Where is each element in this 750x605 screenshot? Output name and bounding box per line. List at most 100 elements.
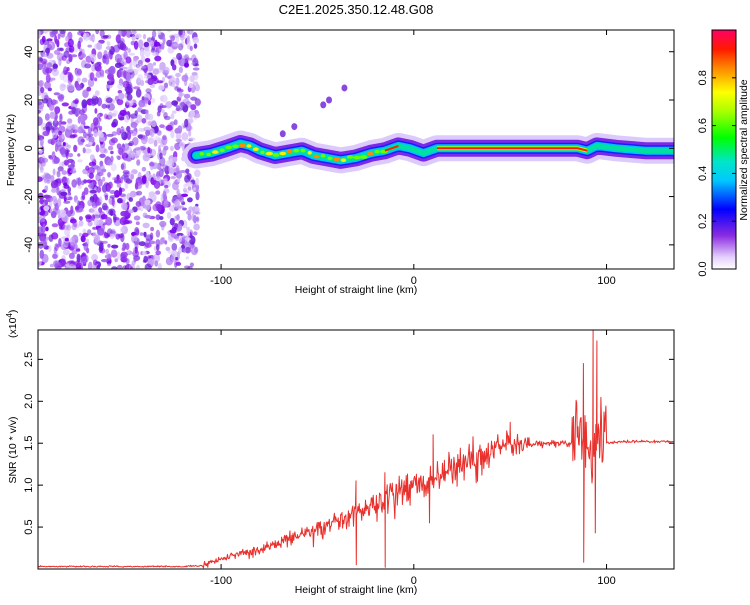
spectrogram-noise-blob xyxy=(139,48,145,58)
spectrogram-noise-blob xyxy=(191,62,196,66)
spectrogram-noise-blob xyxy=(144,98,150,104)
spectrogram-noise-blob xyxy=(90,35,94,41)
spectrogram-noise-blob xyxy=(173,200,180,210)
spectrogram-noise-blob xyxy=(134,33,142,39)
spectrogram-noise-blob xyxy=(110,249,118,258)
spectrogram-noise-blob xyxy=(60,191,68,196)
colorbar-tick-label: 0.6 xyxy=(697,118,709,133)
spectrogram-noise-blob xyxy=(119,176,123,184)
spectrogram-ridge-patch xyxy=(307,151,312,155)
spectrogram-noise-blob xyxy=(194,211,201,215)
spectrogram-noise-blob xyxy=(108,181,113,189)
spectrogram-noise-blob xyxy=(116,143,122,150)
spectrogram-noise-blob xyxy=(110,155,114,163)
spectrogram-noise-blob xyxy=(87,167,95,174)
spectrogram-noise-blob xyxy=(133,254,137,263)
colorbar-ticks: 0.0 0.2 0.4 0.6 0.8 xyxy=(697,70,736,277)
spectrogram-noise-blob xyxy=(93,217,100,227)
spectrogram-noise-blob xyxy=(188,137,196,141)
spectrogram-noise-blob xyxy=(179,101,186,111)
spectrogram-noise-blob xyxy=(135,264,141,269)
spectrogram-noise-blob xyxy=(186,35,190,43)
spectrogram-noise-blob xyxy=(111,244,119,249)
spectrogram-noise-blob xyxy=(80,256,88,265)
spectrogram-ridge-patch xyxy=(320,154,326,158)
spectrogram-noise-blob xyxy=(183,93,191,99)
spectrogram-noise-blob xyxy=(144,199,151,206)
spectrogram-noise-blob xyxy=(44,185,49,192)
spectrogram-noise-blob xyxy=(121,174,129,180)
spectrogram-noise-blob xyxy=(164,240,168,245)
spectrogram-noise-blob xyxy=(52,168,56,176)
spectrogram-noise-blob xyxy=(52,68,59,76)
spectrogram-noise-blob xyxy=(83,187,89,196)
spectrogram-noise-blob xyxy=(71,106,77,115)
spectrogram-noise-blob xyxy=(68,252,75,259)
spectrogram-noise-blob xyxy=(128,197,133,202)
spectrogram-noise-blob xyxy=(173,167,180,174)
spectrogram-noise-blob xyxy=(95,71,102,78)
spectrogram-noise-blob xyxy=(51,223,59,228)
spectrogram-noise-blob xyxy=(159,61,166,71)
spectrogram-noise-blob xyxy=(54,260,59,269)
colorbar-gradient xyxy=(711,29,737,270)
spectrogram-noise-blob xyxy=(50,175,55,183)
spectrogram-noise-blob xyxy=(104,254,112,259)
spectrogram-ridge-patch xyxy=(293,148,300,153)
spectrogram-noise-blob xyxy=(170,130,175,139)
spectrogram-noise-blob xyxy=(170,232,176,238)
spectrogram-noise-blob xyxy=(116,98,124,106)
spectrogram-noise-blob xyxy=(162,134,167,141)
spectrogram-noise-blob xyxy=(38,63,44,71)
spectrogram-isolated-blob xyxy=(326,96,333,104)
spectrogram-ridge-patch xyxy=(225,145,233,150)
spectrogram-noise-blob xyxy=(83,241,89,251)
spectrogram-noise-blob xyxy=(44,113,50,121)
spectrogram-noise-blob xyxy=(89,189,97,194)
spectrogram-noise-blob xyxy=(180,34,185,41)
spectrogram-noise-blob xyxy=(133,40,139,50)
spectrogram-noise-blob xyxy=(137,39,144,49)
spectrogram-noise-blob xyxy=(119,66,128,70)
spectrogram-noise-blob xyxy=(138,99,146,108)
spectrogram-noise-blob xyxy=(62,142,66,146)
spectrogram-noise-blob xyxy=(41,92,45,100)
spectrogram-noise-blob xyxy=(179,141,186,148)
spectrogram-noise-blob xyxy=(69,170,77,174)
spectrogram-noise-blob xyxy=(47,30,53,33)
spectrogram-noise-blob xyxy=(175,36,180,43)
spectrogram-noise-blob xyxy=(48,155,53,160)
spectrogram-x-tick-label: 100 xyxy=(597,275,615,287)
spectrogram-noise-blob xyxy=(171,82,176,88)
spectrogram-noise-blob xyxy=(187,197,193,203)
spectrogram-noise-blob xyxy=(122,242,127,251)
spectrogram-noise-blob xyxy=(127,48,131,53)
spectrogram-noise-blob xyxy=(79,109,85,115)
spectrogram-noise-blob xyxy=(105,97,113,104)
spectrogram-noise-blob xyxy=(193,43,198,49)
spectrogram-noise-blob xyxy=(120,226,125,233)
spectrogram-noise-blob xyxy=(184,118,189,128)
snr-series-line xyxy=(38,330,674,569)
spectrogram-noise-blob xyxy=(118,233,124,239)
spectrogram-ridge-patch xyxy=(265,151,274,156)
spectrogram-noise-blob xyxy=(99,153,106,158)
spectrogram-noise-blob xyxy=(187,186,192,191)
spectrogram-noise-blob xyxy=(114,53,122,64)
spectrogram-noise-blob xyxy=(164,198,169,208)
spectrogram-ridge-patch xyxy=(219,148,225,153)
spectrogram-noise-blob xyxy=(109,190,116,194)
spectrogram-noise-blob xyxy=(164,66,170,74)
spectrogram-noise-blob xyxy=(188,118,194,124)
spectrogram-noise-blob xyxy=(69,218,77,224)
spectrogram-noise-blob xyxy=(106,41,111,47)
spectrogram-noise-blob xyxy=(155,229,161,238)
spectrogram-noise-blob xyxy=(111,266,118,269)
spectrogram-noise-blob xyxy=(136,63,143,72)
spectrogram-noise-blob xyxy=(188,243,195,249)
spectrogram-noise-blob xyxy=(142,250,147,256)
spectrogram-noise-blob xyxy=(184,246,192,254)
spectrogram-noise-blob xyxy=(161,135,168,146)
spectrogram-noise-blob xyxy=(184,237,191,241)
spectrogram-noise-blob xyxy=(108,208,116,216)
